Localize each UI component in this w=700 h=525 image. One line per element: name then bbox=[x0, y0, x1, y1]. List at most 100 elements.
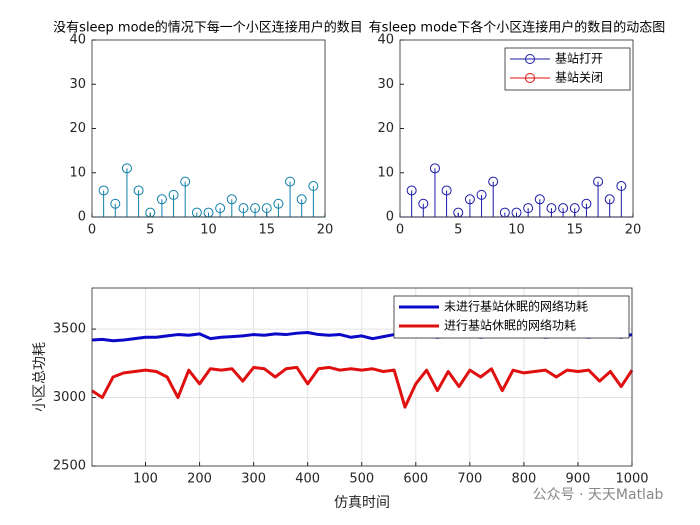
stem bbox=[558, 203, 569, 217]
legend-label: 未进行基站休眠的网络功耗 bbox=[444, 299, 588, 314]
stem-marker bbox=[133, 185, 144, 196]
stem bbox=[156, 194, 167, 217]
line-series bbox=[91, 365, 634, 409]
y-tick-label: 0 bbox=[386, 210, 394, 225]
x-axis-label: 仿真时间 bbox=[334, 495, 390, 511]
x-tick-label: 1000 bbox=[615, 472, 648, 487]
legend-marker bbox=[525, 54, 535, 64]
stem bbox=[98, 185, 109, 217]
stem bbox=[250, 203, 261, 217]
x-tick-label: 200 bbox=[187, 472, 212, 487]
y-tick-label: 10 bbox=[69, 165, 86, 180]
x-tick-label: 0 bbox=[396, 223, 404, 238]
axes-box bbox=[399, 39, 634, 218]
x-tick-label: 600 bbox=[403, 472, 428, 487]
stem-marker bbox=[273, 198, 284, 209]
y-tick-label: 40 bbox=[377, 33, 394, 48]
stem-marker bbox=[581, 198, 592, 209]
stem-marker bbox=[523, 203, 534, 214]
stem bbox=[546, 203, 557, 217]
stem-marker bbox=[546, 203, 557, 214]
y-tick-label: 30 bbox=[69, 77, 86, 92]
stem-marker bbox=[476, 189, 487, 200]
x-tick-label: 300 bbox=[241, 472, 266, 487]
y-tick-label: 3500 bbox=[53, 322, 86, 337]
y-tick-label: 20 bbox=[377, 121, 394, 136]
stem bbox=[238, 203, 249, 217]
stem bbox=[261, 203, 272, 217]
stem-marker bbox=[558, 203, 569, 214]
stem bbox=[476, 189, 487, 217]
plot-area bbox=[92, 40, 325, 217]
x-tick-label: 0 bbox=[88, 223, 96, 238]
y-tick-label: 0 bbox=[78, 210, 86, 225]
stem-marker bbox=[261, 203, 272, 214]
chart-title: 没有sleep mode的情况下每一个小区连接用户的数目 bbox=[53, 20, 363, 36]
legend-label: 进行基站休眠的网络功耗 bbox=[444, 318, 576, 333]
stem-marker bbox=[418, 198, 429, 209]
stem-marker bbox=[215, 203, 226, 214]
stem bbox=[581, 198, 592, 217]
stem bbox=[616, 181, 627, 217]
stem-marker bbox=[616, 181, 627, 192]
y-tick-label: 40 bbox=[69, 33, 86, 48]
x-tick-label: 15 bbox=[566, 223, 583, 238]
stem bbox=[296, 194, 307, 217]
axes-box bbox=[91, 39, 326, 218]
x-tick-label: 5 bbox=[146, 223, 154, 238]
stem-marker bbox=[168, 189, 179, 200]
stem-marker bbox=[98, 185, 109, 196]
stem bbox=[418, 198, 429, 217]
chart-title: 有sleep mode下各个小区连接用户的数目的动态图 bbox=[369, 20, 666, 36]
stem-marker bbox=[464, 194, 475, 205]
legend-label: 基站关闭 bbox=[555, 71, 603, 85]
x-tick-label: 800 bbox=[511, 472, 536, 487]
stem-marker bbox=[593, 176, 604, 187]
stem bbox=[406, 185, 417, 217]
stem-marker bbox=[285, 176, 296, 187]
y-tick-label: 3000 bbox=[53, 390, 86, 405]
stem bbox=[168, 189, 179, 217]
y-tick-label: 30 bbox=[377, 77, 394, 92]
stem bbox=[604, 194, 615, 217]
stem bbox=[308, 181, 319, 217]
stem-marker bbox=[250, 203, 261, 214]
legend-marker bbox=[525, 73, 535, 83]
stem bbox=[285, 176, 296, 217]
stem-marker bbox=[488, 176, 499, 187]
stem bbox=[534, 194, 545, 217]
stem-marker bbox=[296, 194, 307, 205]
x-tick-label: 10 bbox=[200, 223, 217, 238]
stem-marker bbox=[308, 181, 319, 192]
stem-marker bbox=[121, 163, 132, 174]
stem-marker bbox=[604, 194, 615, 205]
stem-marker bbox=[406, 185, 417, 196]
x-tick-label: 20 bbox=[317, 223, 334, 238]
x-tick-label: 100 bbox=[133, 472, 158, 487]
x-tick-label: 700 bbox=[457, 472, 482, 487]
x-tick-label: 5 bbox=[454, 223, 462, 238]
stem bbox=[226, 194, 237, 217]
y-axis-label: 小区总功耗 bbox=[32, 342, 48, 412]
stem bbox=[464, 194, 475, 217]
x-tick-label: 500 bbox=[349, 472, 374, 487]
stem bbox=[429, 163, 440, 217]
stem bbox=[488, 176, 499, 217]
axes-box bbox=[91, 287, 633, 467]
stem bbox=[523, 203, 534, 217]
stem bbox=[133, 185, 144, 217]
stem bbox=[121, 163, 132, 217]
stem-marker bbox=[569, 203, 580, 214]
x-tick-label: 400 bbox=[295, 472, 320, 487]
y-tick-label: 10 bbox=[377, 165, 394, 180]
stem-marker bbox=[429, 163, 440, 174]
stem bbox=[180, 176, 191, 217]
stem-marker bbox=[156, 194, 167, 205]
stem bbox=[441, 185, 452, 217]
stem bbox=[569, 203, 580, 217]
stem bbox=[273, 198, 284, 217]
stem bbox=[215, 203, 226, 217]
stem-marker bbox=[534, 194, 545, 205]
stem-marker bbox=[238, 203, 249, 214]
